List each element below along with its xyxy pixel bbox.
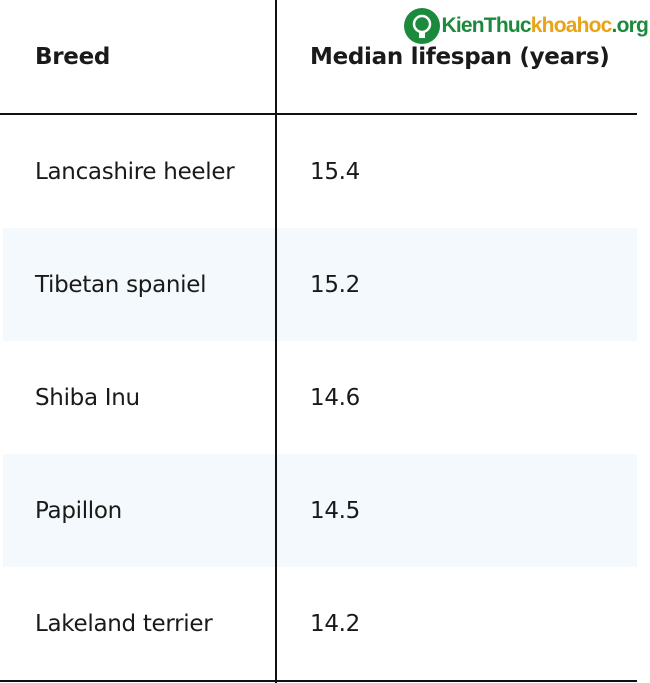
bottom-rule: [0, 680, 637, 682]
table-cell: Shiba Inu: [35, 384, 140, 411]
watermark-logo: [403, 8, 440, 44]
column-divider: [275, 0, 277, 683]
watermark-site: khoahoc: [530, 14, 613, 37]
table-cell: 14.2: [310, 610, 361, 637]
watermark-brand: KienThuc: [441, 14, 532, 37]
table-cell: Lakeland terrier: [35, 610, 213, 637]
table-row: Lakeland terrier 14.2: [3, 567, 637, 680]
table-row: Papillon 14.5: [3, 454, 637, 567]
table-cell: Tibetan spaniel: [35, 271, 207, 298]
table-cell: 15.4: [310, 158, 361, 185]
table-row: Shiba Inu 14.6: [3, 341, 637, 454]
table-cell: Lancashire heeler: [35, 158, 235, 185]
table-cell: 14.5: [310, 497, 361, 524]
table-cell: 15.2: [310, 271, 361, 298]
header-rule: [0, 113, 637, 115]
table-cell: Papillon: [35, 497, 122, 524]
watermark-domain: .org: [611, 14, 649, 37]
header-row: Breed Median lifespan (years): [3, 0, 637, 113]
table-row: Lancashire heeler 15.4: [3, 115, 637, 228]
header-cell: Median lifespan (years): [310, 43, 610, 70]
header-cell: Breed: [35, 43, 111, 70]
watermark: KienThuc khoahoc .org: [402, 6, 649, 46]
table-row: Tibetan spaniel 15.2: [3, 228, 637, 341]
table-cell: 14.6: [310, 384, 361, 411]
